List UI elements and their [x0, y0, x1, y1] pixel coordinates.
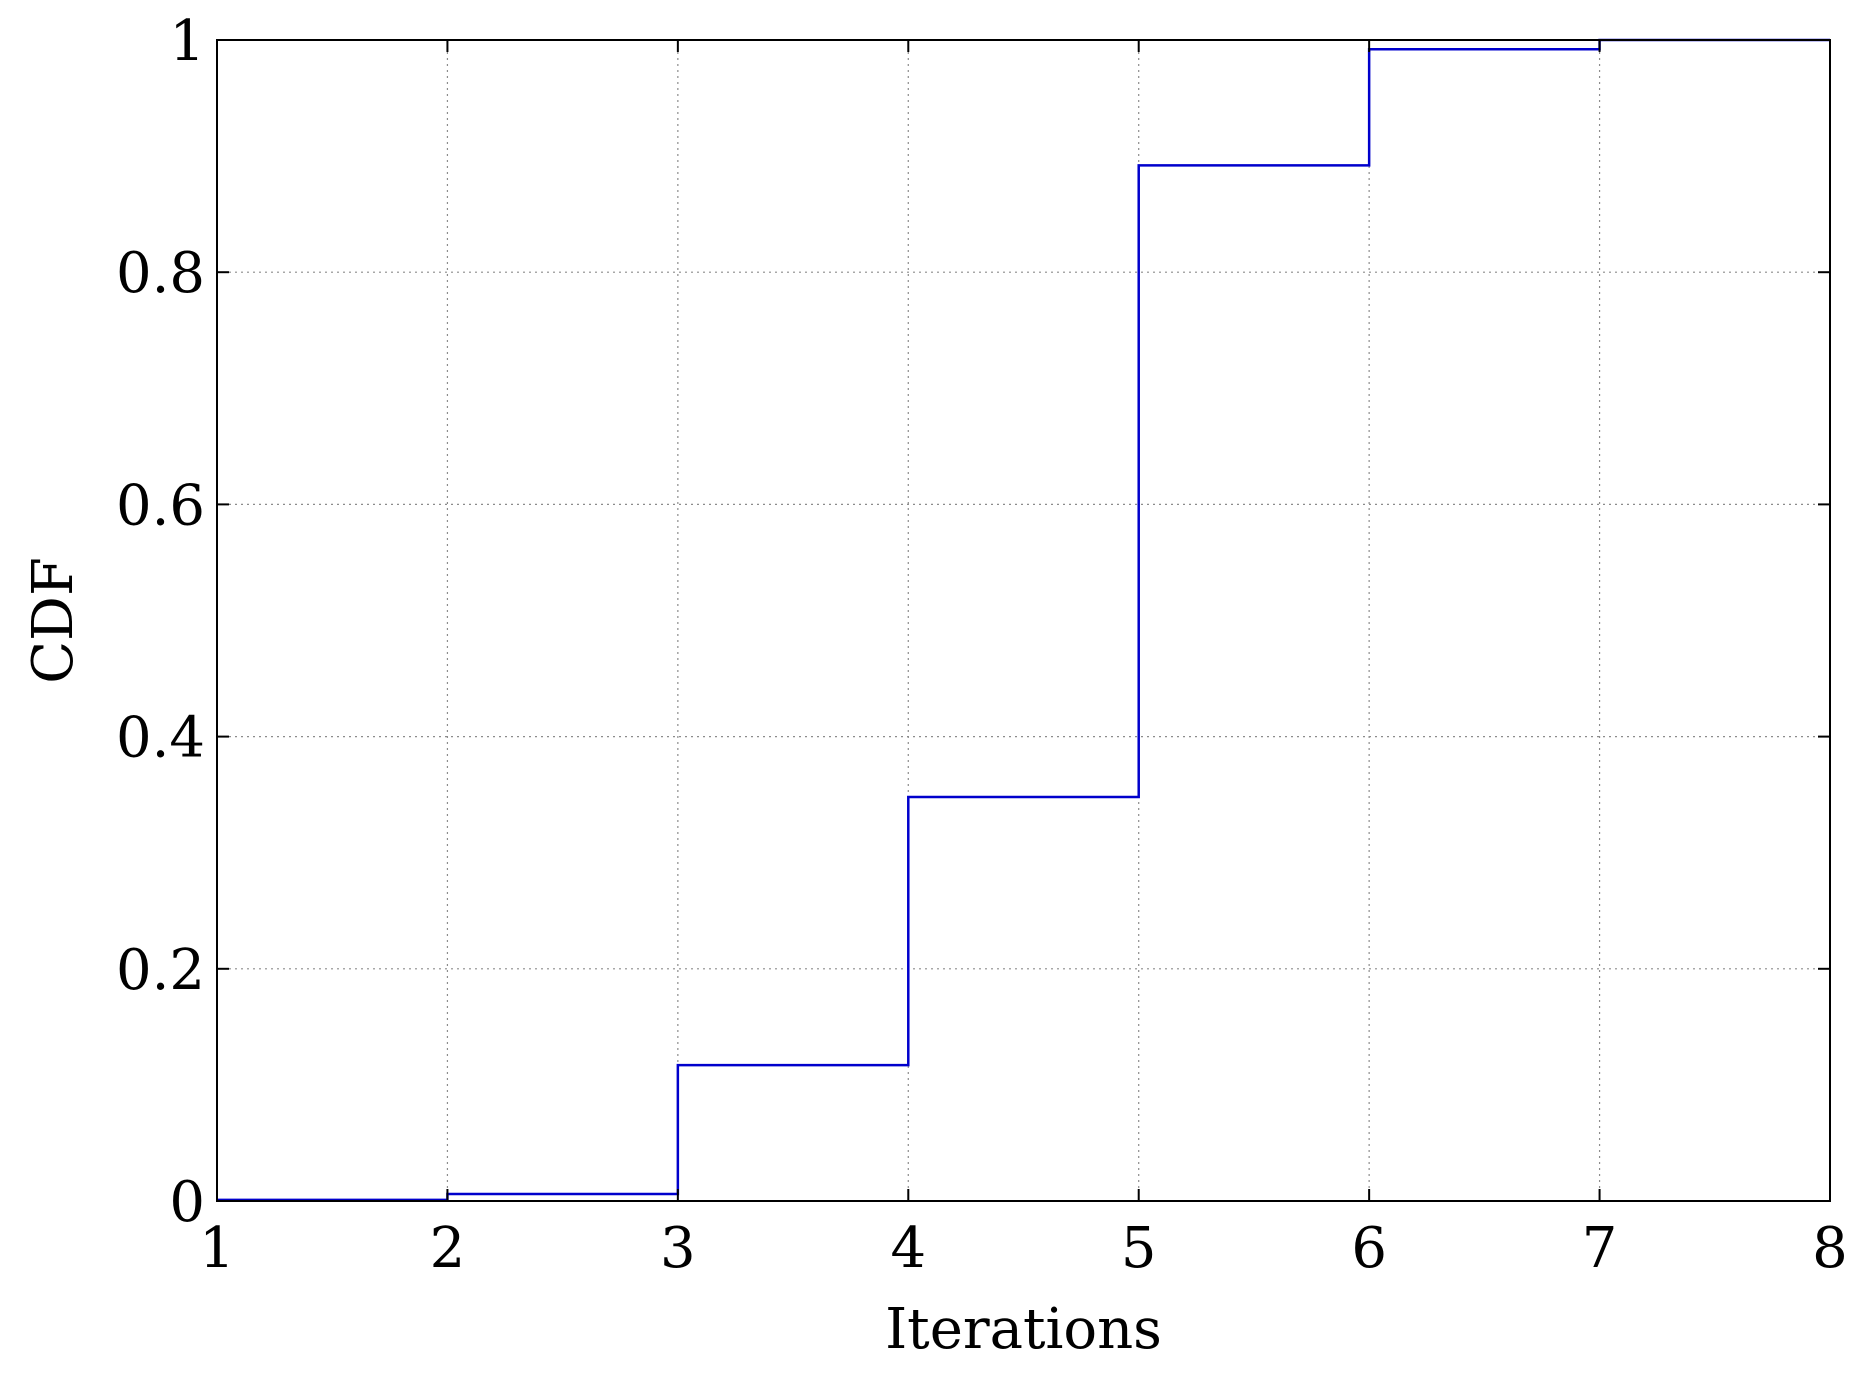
series-layer [217, 38, 1830, 1202]
y-tick-label: 0.6 [116, 473, 205, 538]
x-tick-label: 6 [1351, 1216, 1387, 1281]
x-tick-label: 1 [199, 1216, 235, 1281]
x-tick-label: 8 [1812, 1216, 1848, 1281]
ticklabel-layer: 1 2 3 4 5 6 7 8 0 0.2 0.4 0.6 0.8 1 [116, 9, 1848, 1281]
x-tick-label: 7 [1582, 1216, 1618, 1281]
x-axis-label: Iterations [885, 1297, 1162, 1362]
x-tick-label: 4 [890, 1216, 926, 1281]
tick-layer [216, 39, 1831, 1202]
y-tick-label: 0.4 [116, 706, 205, 771]
x-tick-label: 5 [1121, 1216, 1157, 1281]
y-tick-label: 0.2 [116, 938, 205, 1003]
y-tick-label: 0 [169, 1170, 205, 1235]
cdf-step-line [217, 38, 1830, 1202]
plot-frame [216, 39, 1831, 1202]
x-tick-label: 2 [430, 1216, 466, 1281]
y-tick-label: 0.8 [116, 241, 205, 306]
y-axis-label: CDF [21, 557, 86, 684]
y-tick-label: 1 [169, 9, 205, 74]
x-tick-label: 3 [660, 1216, 696, 1281]
